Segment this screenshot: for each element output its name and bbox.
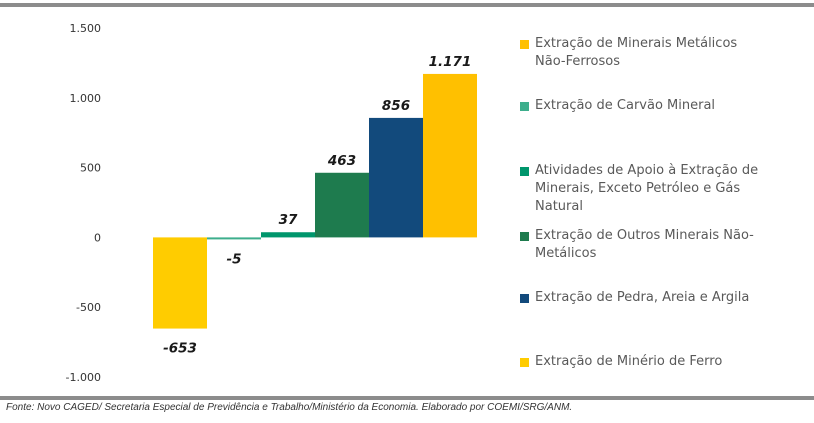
data-label: 1.171 [429, 54, 472, 70]
legend-item-carvao: Extração de Carvão Mineral [520, 97, 765, 115]
legend-item-outros-nao-metalicos: Extração de Outros Minerais Não-Metálico… [520, 227, 765, 263]
y-axis: 1.500 1.000 500 0 -500 -1.000 [66, 22, 101, 384]
legend-item-minerio-ferro: Extração de Minério de Ferro [520, 353, 765, 371]
data-label: -653 [163, 341, 197, 357]
bars [153, 73, 477, 329]
bottom-rule [0, 396, 814, 400]
y-tick-label: 500 [80, 162, 101, 175]
bar [423, 73, 477, 238]
bar [369, 117, 423, 238]
legend-label: Extração de Minerais Metálicos Não-Ferro… [535, 36, 738, 69]
y-tick-label: 0 [94, 231, 101, 244]
bar [315, 172, 369, 238]
data-label: 463 [327, 153, 356, 169]
data-label: 856 [382, 98, 410, 114]
data-label: -5 [227, 251, 242, 267]
bar [207, 237, 261, 240]
y-tick-label: -1.000 [66, 371, 101, 384]
legend-item-metalicos-nao-ferrosos: Extração de Minerais Metálicos Não-Ferro… [520, 35, 765, 71]
legend-swatch [520, 167, 529, 176]
legend-item-apoio: Atividades de Apoio à Extração de Minera… [520, 162, 765, 216]
legend-swatch [520, 40, 529, 49]
data-labels: -653 -5 37 463 856 1.171 [163, 54, 471, 357]
bar-chart: 1.500 1.000 500 0 -500 -1.000 -653 -5 37 463 856 1… [66, 22, 477, 384]
legend-item-pedra-areia-argila: Extração de Pedra, Areia e Argila [520, 289, 765, 307]
bar [153, 237, 207, 329]
source-note: Fonte: Novo CAGED/ Secretaria Especial d… [6, 402, 573, 413]
legend-swatch [520, 232, 529, 241]
legend-label: Extração de Outros Minerais Não-Metálico… [535, 228, 754, 261]
y-tick-label: 1.000 [70, 92, 102, 105]
y-tick-label: 1.500 [70, 22, 102, 35]
y-tick-label: -500 [76, 301, 101, 314]
top-rule [0, 3, 814, 7]
bar [261, 232, 315, 238]
legend-label: Extração de Pedra, Areia e Argila [535, 290, 750, 305]
legend-swatch [520, 294, 529, 303]
legend-label: Extração de Carvão Mineral [535, 98, 716, 113]
legend-swatch [520, 102, 529, 111]
legend-label: Atividades de Apoio à Extração de Minera… [535, 163, 759, 214]
legend-swatch [520, 358, 529, 367]
legend-label: Extração de Minério de Ferro [535, 354, 723, 369]
data-label: 37 [279, 212, 298, 228]
